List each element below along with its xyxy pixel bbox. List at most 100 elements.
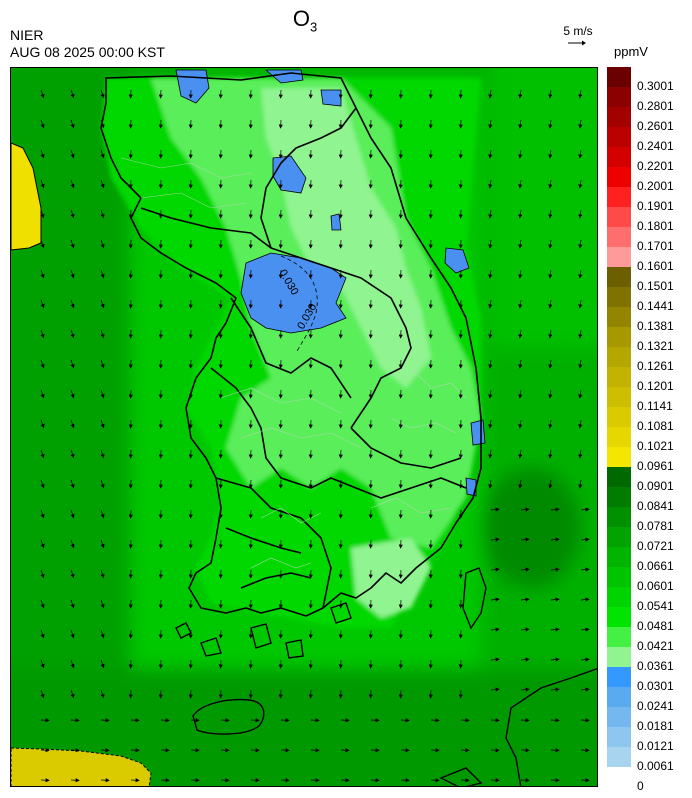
wind-arrow-head — [285, 748, 290, 753]
colorbar-swatch — [607, 687, 631, 707]
contour-line — [280, 255, 318, 354]
wind-arrow-head — [375, 778, 380, 783]
wind-arrow-head — [548, 124, 553, 129]
wind-arrow-head — [518, 364, 523, 369]
wind-arrow-head — [428, 304, 433, 309]
wind-arrow-head — [368, 424, 373, 429]
wind-arrow-head — [40, 183, 45, 189]
wind-arrow-head — [40, 243, 45, 249]
wind-arrow-head — [398, 634, 403, 639]
wind-arrow-head — [70, 213, 75, 219]
wind-arrow-head — [458, 154, 463, 159]
wind-arrow-head — [548, 484, 553, 489]
wind-arrow-head — [248, 244, 253, 249]
wind-arrow-head — [225, 778, 230, 783]
wind-arrow-head — [338, 544, 343, 549]
wind-arrow-head — [40, 513, 45, 519]
wind-arrow-head — [128, 274, 133, 279]
wind-arrow-head — [585, 687, 590, 692]
wind-arrow-head — [525, 687, 530, 692]
colorbar-label: 0.1801 — [637, 219, 674, 233]
wind-arrow-head — [345, 778, 350, 783]
wind-arrow-head — [100, 153, 105, 159]
wind-arrow-head — [548, 154, 553, 159]
wind-arrow-head — [458, 94, 463, 99]
wind-arrow-head — [45, 748, 50, 753]
wind-arrow-head — [40, 603, 45, 609]
wind-arrow-head — [428, 634, 433, 639]
wind-arrow-head — [195, 718, 200, 723]
agency-label: NIER — [10, 27, 44, 43]
wind-arrow-head — [345, 748, 350, 753]
wind-arrow-head — [368, 574, 373, 579]
wind-arrow-head — [525, 657, 530, 662]
colorbar-swatch — [607, 407, 631, 427]
wind-arrow-head — [255, 718, 260, 723]
wind-arrow-head — [45, 778, 50, 783]
wind-arrow-head — [248, 454, 253, 459]
wind-arrow-head — [100, 693, 105, 699]
colorbar-swatch — [607, 527, 631, 547]
wind-arrow-head — [188, 604, 193, 609]
wind-arrow-head — [585, 507, 590, 512]
wind-arrow-head — [158, 664, 163, 669]
wind-arrow-head — [165, 778, 170, 783]
colorbar-label: 0.0721 — [637, 539, 674, 553]
colorbar-label: 0.0781 — [637, 519, 674, 533]
wind-arrow-head — [368, 304, 373, 309]
colorbar-swatch — [607, 347, 631, 367]
wind-arrow-head — [248, 664, 253, 669]
wind-arrow-head — [578, 184, 583, 189]
wind-arrow-head — [70, 573, 75, 579]
wind-arrow-head — [488, 124, 493, 129]
wind-arrow-head — [75, 718, 80, 723]
wind-arrow-head — [458, 634, 463, 639]
colorbar-label: 0.1261 — [637, 359, 674, 373]
wind-arrow-head — [308, 574, 313, 579]
wind-arrow-head — [555, 567, 560, 572]
wind-arrow-head — [585, 718, 590, 723]
wind-arrow-head — [158, 634, 163, 639]
wind-arrow-head — [225, 748, 230, 753]
wind-arrow-head — [195, 778, 200, 783]
wind-arrow-head — [75, 778, 80, 783]
wind-arrow-head — [285, 718, 290, 723]
wind-arrow-head — [398, 304, 403, 309]
colorbar-label: 0.1701 — [637, 239, 674, 253]
wind-arrow-head — [128, 544, 133, 549]
wind-arrow-head — [248, 124, 253, 129]
wind-arrow-head — [518, 274, 523, 279]
wind-arrow-head — [128, 664, 133, 669]
wind-arrow-head — [128, 604, 133, 609]
wind-arrow-head — [368, 484, 373, 489]
wind-arrow-head — [278, 394, 283, 399]
wind-arrow-head — [188, 304, 193, 309]
wind-arrow-head — [488, 94, 493, 99]
wind-arrow-head — [70, 603, 75, 609]
wind-arrow-head — [375, 748, 380, 753]
wind-arrow-head — [555, 748, 560, 753]
wind-arrow-head — [578, 154, 583, 159]
wind-arrow-head — [248, 304, 253, 309]
wind-arrow-head — [278, 424, 283, 429]
wind-arrow-head — [40, 303, 45, 309]
wind-arrow-head — [338, 574, 343, 579]
wind-arrow-head — [308, 514, 313, 519]
wind-arrow-head — [428, 124, 433, 129]
wind-arrow-head — [100, 573, 105, 579]
wind-arrow-head — [338, 154, 343, 159]
wind-arrow-head — [218, 124, 223, 129]
wind-arrow-head — [100, 393, 105, 399]
colorbar-swatch — [607, 667, 631, 687]
wind-arrow-head — [128, 304, 133, 309]
wind-arrow-head — [308, 604, 313, 609]
wind-arrow-head — [128, 94, 133, 99]
wind-arrow-head — [578, 304, 583, 309]
colorbar-label: 0.2201 — [637, 159, 674, 173]
wind-arrow-head — [398, 514, 403, 519]
wind-arrow-head — [218, 304, 223, 309]
wind-arrow-head — [248, 634, 253, 639]
wind-arrow-head — [188, 364, 193, 369]
wind-arrow-head — [100, 273, 105, 279]
wind-arrow-head — [70, 153, 75, 159]
